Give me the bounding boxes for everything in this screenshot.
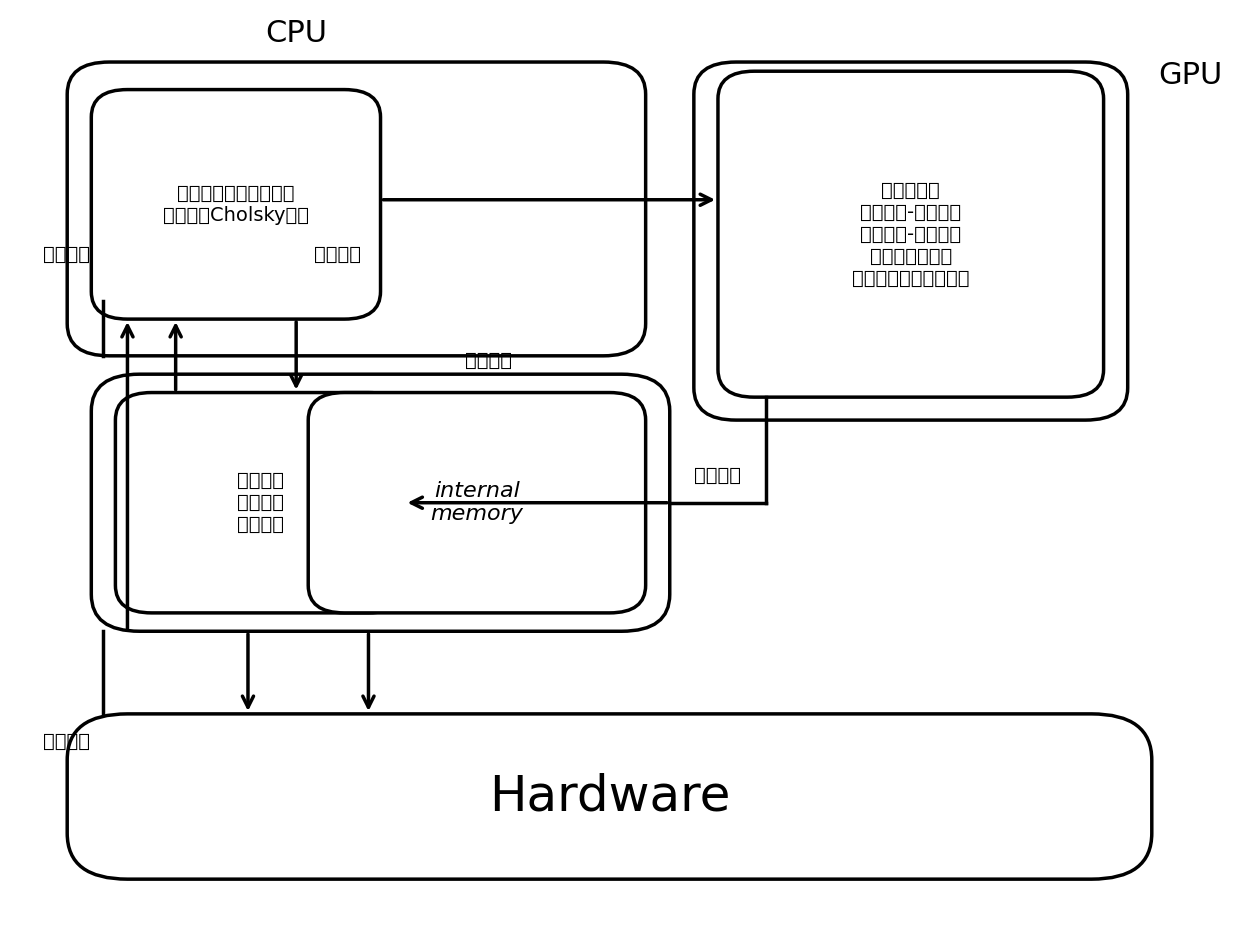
Text: CPU: CPU <box>265 20 327 48</box>
Text: GPU: GPU <box>1158 61 1223 89</box>
Text: 结果输出: 结果输出 <box>314 245 361 265</box>
FancyBboxPatch shape <box>92 89 381 319</box>
Text: 计算任务: 计算任务 <box>43 245 91 265</box>
FancyBboxPatch shape <box>309 392 646 613</box>
Text: internal
memory: internal memory <box>430 481 523 525</box>
FancyBboxPatch shape <box>115 392 404 613</box>
FancyBboxPatch shape <box>67 714 1152 879</box>
FancyBboxPatch shape <box>67 62 646 356</box>
Text: 向量正交化
稀疏矩阵-向量乘法
密集矩阵-向量乘法
向量三元组运算
方程组求解（迭代法）: 向量正交化 稀疏矩阵-向量乘法 密集矩阵-向量乘法 向量三元组运算 方程组求解（… <box>852 181 970 288</box>
Text: 刚度矩阵
质量矩阵
中间变量: 刚度矩阵 质量矩阵 中间变量 <box>237 472 284 534</box>
FancyBboxPatch shape <box>718 71 1104 397</box>
Text: 结果输出: 结果输出 <box>694 466 740 485</box>
Text: 方程组求解（消元法）
小型矩阵Cholsky分解: 方程组求解（消元法） 小型矩阵Cholsky分解 <box>162 184 309 225</box>
FancyBboxPatch shape <box>92 374 670 631</box>
Text: 计算任务: 计算任务 <box>465 351 512 370</box>
FancyBboxPatch shape <box>694 62 1127 420</box>
Text: Hardware: Hardware <box>489 773 730 820</box>
Text: 数据交换: 数据交换 <box>43 732 91 751</box>
